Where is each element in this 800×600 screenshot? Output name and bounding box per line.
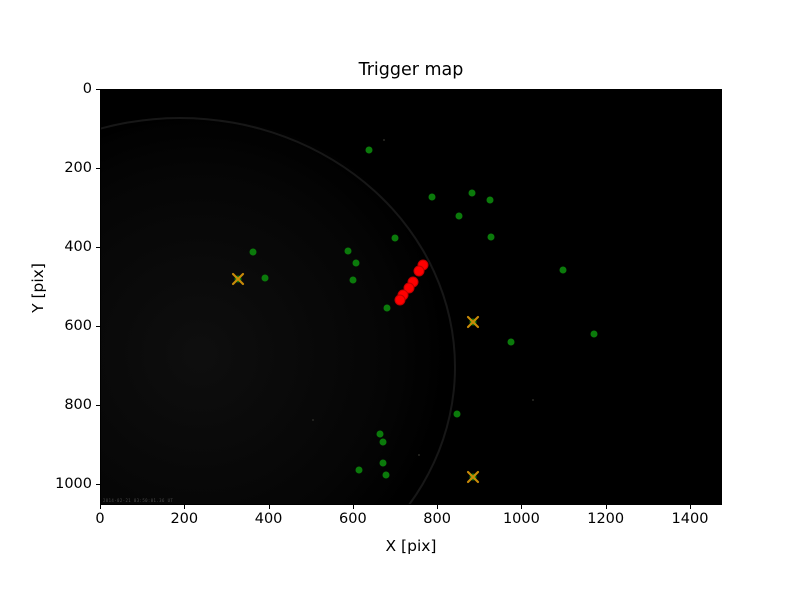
scatter-marker-detection (469, 318, 477, 326)
scatter-marker-detection (376, 430, 384, 438)
sky-speck (532, 399, 534, 401)
scatter-marker-detection (468, 189, 476, 197)
y-tick-mark (96, 168, 100, 170)
scatter-marker-cross (466, 469, 481, 484)
scatter-marker-detection (428, 193, 436, 201)
sky-speck (383, 139, 385, 141)
chart-title: Trigger map (358, 60, 464, 80)
scatter-marker-trigger (413, 265, 425, 276)
scatter-marker-detection (365, 146, 373, 154)
scatter-marker-detection (559, 266, 567, 274)
x-tick-mark (184, 505, 186, 509)
scatter-marker-trigger (403, 282, 415, 293)
scatter-marker-detection (344, 247, 352, 255)
y-tick-mark (96, 484, 100, 486)
x-tick-mark (100, 505, 101, 509)
x-tick-mark (268, 505, 270, 509)
scatter-marker-trigger (394, 294, 406, 306)
x-tick-label: 800 (423, 511, 451, 527)
x-tick-mark (437, 505, 439, 509)
plot-area[interactable]: 2014-02-21 03:50:01.36 UT (100, 89, 722, 505)
x-tick-mark (689, 505, 691, 509)
sky-vignette-glow (100, 119, 450, 505)
scatter-marker-detection (261, 274, 269, 282)
y-tick-mark (96, 89, 100, 90)
scatter-marker-detection (379, 459, 387, 467)
x-tick-mark (605, 505, 607, 509)
x-tick-label: 400 (254, 511, 283, 527)
scatter-marker-detection (590, 330, 598, 338)
sky-speck (312, 419, 314, 421)
x-tick-label: 1200 (587, 511, 625, 527)
y-tick-mark (96, 247, 100, 249)
x-tick-label: 1000 (502, 511, 540, 527)
x-tick-label: 200 (170, 511, 199, 527)
x-tick-label: 0 (95, 511, 105, 527)
scatter-marker-detection (382, 471, 390, 479)
scatter-marker-detection (487, 233, 495, 241)
y-tick-label: 0 (82, 80, 92, 97)
x-tick-label: 600 (339, 511, 367, 527)
y-tick-label: 400 (64, 238, 92, 255)
x-tick-label: 1400 (671, 511, 709, 527)
scatter-marker-trigger (417, 259, 429, 271)
scatter-marker-detection (355, 466, 363, 474)
scatter-marker-detection (249, 248, 257, 256)
x-tick-mark (521, 505, 523, 509)
scatter-marker-cross (466, 315, 481, 330)
scatter-marker-detection (469, 473, 477, 481)
y-axis-label: Y [pix] (29, 263, 47, 313)
scatter-marker-detection (349, 276, 357, 284)
camera-timestamp-overlay: 2014-02-21 03:50:01.36 UT (103, 498, 174, 503)
y-tick-label: 200 (64, 159, 92, 176)
scatter-marker-cross (231, 271, 246, 286)
scatter-marker-detection (352, 259, 360, 267)
x-axis-label: X [pix] (385, 537, 437, 555)
y-tick-label: 1000 (55, 476, 92, 493)
scatter-marker-detection (455, 212, 463, 220)
y-tick-label: 800 (64, 397, 92, 414)
scatter-marker-detection (379, 438, 387, 446)
y-tick-mark (96, 405, 100, 407)
y-tick-mark (96, 326, 100, 328)
x-tick-mark (352, 505, 354, 509)
scatter-marker-detection (383, 304, 391, 312)
sky-horizon-arc (100, 117, 456, 505)
sky-speck (418, 454, 420, 456)
scatter-marker-detection (234, 275, 242, 283)
scatter-marker-detection (507, 338, 515, 346)
scatter-marker-trigger (397, 289, 409, 301)
y-tick-label: 600 (64, 318, 92, 334)
scatter-marker-detection (391, 234, 399, 242)
scatter-marker-trigger (407, 276, 419, 288)
scatter-marker-detection (453, 410, 461, 418)
scatter-marker-detection (486, 196, 494, 204)
